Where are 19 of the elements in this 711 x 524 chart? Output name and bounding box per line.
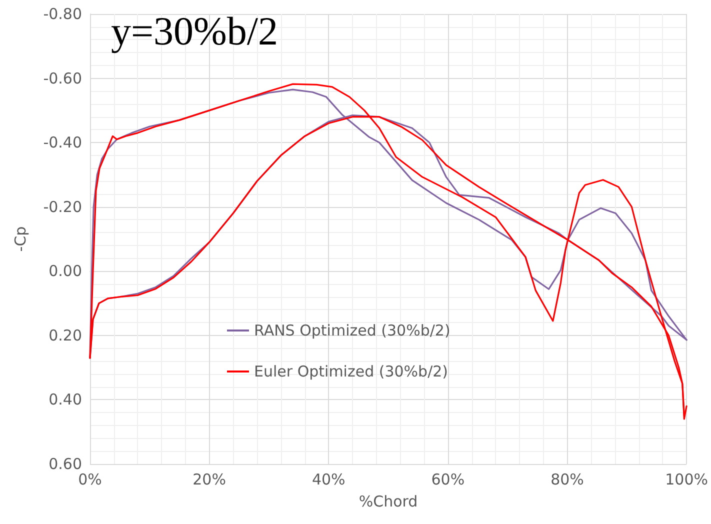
x-tick-label: 20% [192,470,226,488]
y-tick-label: -0.80 [43,5,82,23]
y-tick-label: -0.60 [43,69,82,88]
y-axis-title: -Cp [12,226,30,252]
x-tick-label: 80% [550,470,584,488]
legend-label: Euler Optimized (30%b/2) [254,362,448,380]
y-tick-label: -0.20 [43,198,82,216]
y-tick-label: 0.60 [48,455,82,473]
legend-label: RANS Optimized (30%b/2) [254,322,450,340]
x-axis-title: %Chord [358,492,418,510]
x-tick-label: 100% [665,470,708,488]
y-tick-label: -0.40 [43,134,82,152]
y-tick-label: 0.00 [48,262,82,280]
y-tick-label: 0.20 [48,326,82,344]
x-tick-label: 60% [431,470,465,488]
x-tick-label: 40% [312,470,346,488]
y-tick-label: 0.40 [48,390,82,409]
chart-title: y=30%b/2 [111,8,278,54]
x-tick-label: 0% [78,470,102,488]
